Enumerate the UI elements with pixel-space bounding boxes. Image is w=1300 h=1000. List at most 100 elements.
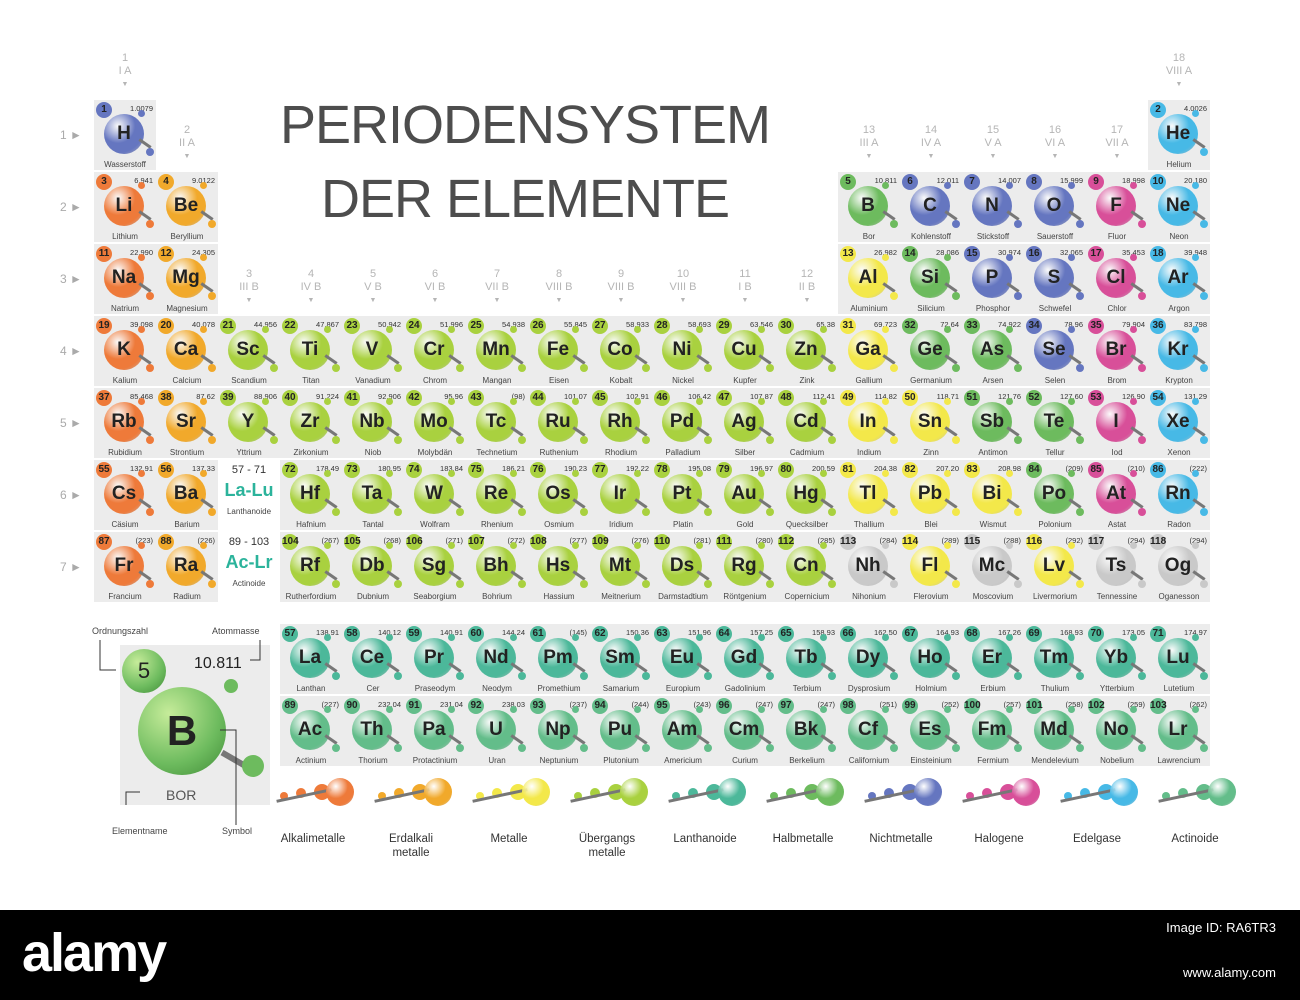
group-number: 15 [986,124,1000,136]
group-header-4: 4 IV B ▼ [280,268,342,307]
bond-atom [332,744,340,752]
element-symbol: Yb [1103,647,1129,668]
element-ball: Ts [1096,546,1136,586]
element-cell-pu: Pu 94 (244) Plutonium [590,696,652,766]
element-name: Curium [732,756,758,765]
element-name: Mangan [482,376,512,385]
atomic-mass: 140.91 [440,628,463,637]
atomic-mass: (276) [631,536,649,545]
group-arrow: ▼ [493,297,501,304]
atomic-number: 108 [530,534,547,550]
group-number: 6 [431,268,439,280]
atomic-number: 14 [902,246,918,262]
element-symbol: Sm [605,647,635,668]
bond-atom-top [820,542,827,549]
group-roman: IV B [300,281,322,293]
category-label-metalloid: Halbmetalle [748,832,858,846]
bond-atom [146,220,154,228]
atomic-number: 56 [158,462,174,478]
bond-atom-top [944,326,951,333]
bond-atom [394,364,402,372]
element-cell-nh: Nh 113 (284) Nihonium [838,532,900,602]
element-name: Iridium [608,520,633,529]
atomic-number: 110 [654,534,670,550]
bond-atom [518,672,526,680]
bond-atom-top [200,254,207,261]
element-name: Samarium [602,684,640,693]
element-ball: Sc [228,330,268,370]
element-ball: Md [1034,710,1074,750]
bond-atom-top [138,470,145,477]
group-number: 14 [924,124,938,136]
element-cell-rf: Rf 104 (267) Rutherfordium [280,532,342,602]
element-symbol: V [365,339,379,360]
group-number: 13 [862,124,876,136]
element-name: Californium [848,756,890,765]
bond-atom-top [448,470,455,477]
element-symbol: Na [111,267,137,288]
category-label-noble: Edelgase [1042,832,1152,846]
element-ball: Ca [166,330,206,370]
group-roman: I A [118,65,132,77]
element-cell-cm: Cm 96 (247) Curium [714,696,776,766]
bond-atom-top [1068,398,1075,405]
element-symbol: Po [1041,483,1067,504]
element-name: Iod [1111,448,1123,457]
element-ball: Pb [910,474,950,514]
bond-atom-top [882,398,889,405]
bond-atom-top [572,706,579,713]
atomic-number: 29 [716,318,732,334]
atomic-number: 67 [902,626,918,642]
element-symbol: Be [173,195,199,216]
atomic-number: 103 [1150,698,1167,714]
atomic-number: 34 [1026,318,1042,334]
title-line-1: PERIODENSYSTEM [279,95,771,155]
atomic-number: 12 [158,246,174,262]
atomic-mass: 162.50 [874,628,897,637]
atomic-mass: 126.90 [1122,392,1145,401]
element-name: Cer [366,684,380,693]
element-ball: Ds [662,546,702,586]
atomic-mass: 173.05 [1122,628,1145,637]
bond-atom [952,508,960,516]
bond-atom [1076,508,1084,516]
atomic-mass: 79.904 [1122,320,1145,329]
category-label-metal: Metalle [454,832,564,846]
atomic-number: 4 [158,174,174,190]
molecule-atom [966,792,974,800]
atomic-number: 92 [468,698,484,714]
element-name: Kohlenstoff [911,232,951,241]
atomic-mass: 4.0026 [1184,104,1207,113]
element-name: Wismut [979,520,1007,529]
element-name: Röntgenium [723,592,767,601]
atomic-number: 41 [344,390,360,406]
atomic-number: 80 [778,462,794,478]
atomic-number: 84 [1026,462,1042,478]
bond-atom [146,148,154,156]
group-number: 3 [245,268,253,280]
element-cell-pb: Pb 82 207.20 Blei [900,460,962,530]
bond-atom-top [820,398,827,405]
atomic-mass: (284) [879,536,897,545]
atomic-number: 93 [530,698,546,714]
atomic-mass: 6.941 [134,176,153,185]
atomic-mass: 88.906 [254,392,277,401]
bond-atom-top [1130,706,1137,713]
bond-atom-top [324,326,331,333]
bond-atom [704,364,712,372]
atomic-mass: 140.12 [378,628,401,637]
element-symbol: Er [981,647,1003,668]
element-cell-p: P 15 30.974 Phosphor [962,244,1024,314]
element-ball: Tc [476,402,516,442]
element-cell-s: S 16 32.065 Schwefel [1024,244,1086,314]
element-symbol: Fr [114,555,134,576]
watermark-footer: alamy Image ID: RA6TR3 www.alamy.com [0,910,1300,1000]
group-number: 5 [369,268,377,280]
atomic-number: 40 [282,390,298,406]
element-ball: F [1096,186,1136,226]
atomic-mass: 39.948 [1184,248,1207,257]
bond-atom [332,672,340,680]
group-header-3: 3 III B ▼ [218,268,280,307]
element-cell-in: In 49 114.82 Indium [838,388,900,458]
element-symbol: Sc [236,339,260,360]
